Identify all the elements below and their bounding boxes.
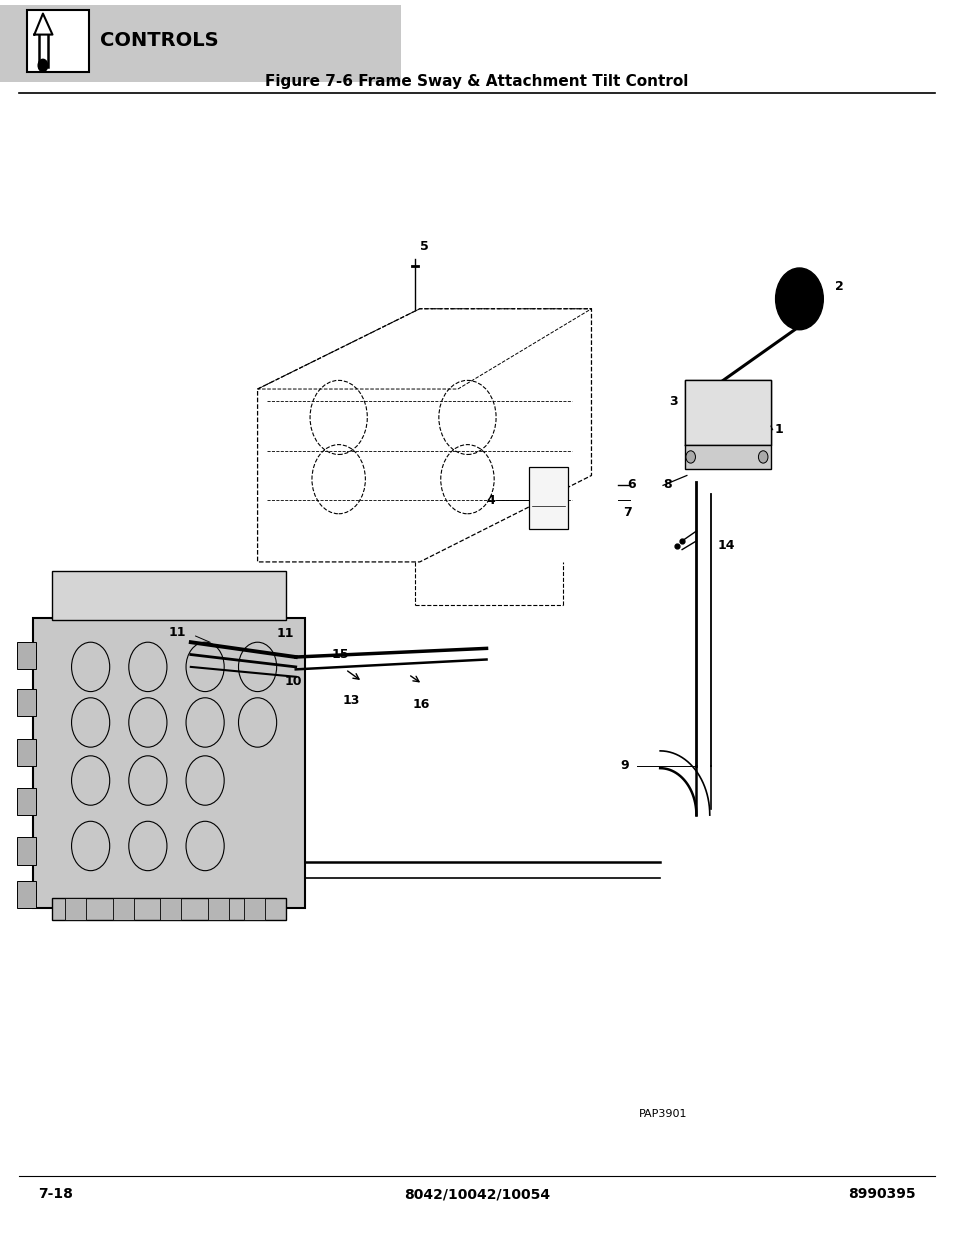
Text: 4: 4 bbox=[486, 494, 495, 506]
Text: 8: 8 bbox=[662, 478, 671, 490]
Bar bbox=[17, 881, 36, 908]
Text: 11: 11 bbox=[169, 626, 186, 638]
Circle shape bbox=[775, 268, 822, 330]
Text: 3: 3 bbox=[668, 395, 677, 408]
Text: PAP3901: PAP3901 bbox=[639, 1109, 686, 1119]
Text: 1: 1 bbox=[774, 424, 782, 436]
Text: 13: 13 bbox=[342, 694, 359, 708]
Bar bbox=[208, 898, 229, 920]
Bar bbox=[17, 642, 36, 669]
Bar bbox=[529, 467, 567, 529]
Bar bbox=[684, 380, 770, 445]
Bar bbox=[65, 898, 86, 920]
Bar bbox=[0, 5, 400, 82]
Text: 7-18: 7-18 bbox=[38, 1187, 73, 1202]
Text: 9: 9 bbox=[619, 760, 628, 772]
Text: CONTROLS: CONTROLS bbox=[100, 31, 218, 51]
Circle shape bbox=[38, 59, 48, 72]
Text: 6: 6 bbox=[627, 478, 636, 490]
Text: 7: 7 bbox=[622, 506, 631, 519]
Bar bbox=[112, 898, 133, 920]
Circle shape bbox=[685, 451, 695, 463]
Bar bbox=[52, 571, 286, 620]
Bar bbox=[52, 898, 286, 920]
Text: 8990395: 8990395 bbox=[847, 1187, 915, 1202]
Text: 2: 2 bbox=[834, 280, 842, 293]
Text: 5: 5 bbox=[419, 240, 428, 253]
Text: 16: 16 bbox=[412, 698, 429, 711]
Bar bbox=[17, 739, 36, 766]
Text: 11: 11 bbox=[276, 626, 294, 640]
Text: 10: 10 bbox=[284, 676, 301, 688]
Bar bbox=[33, 618, 305, 908]
Circle shape bbox=[758, 451, 767, 463]
Bar bbox=[17, 837, 36, 864]
Bar bbox=[27, 10, 89, 72]
Bar bbox=[684, 445, 770, 469]
Bar bbox=[244, 898, 265, 920]
Text: 8042/10042/10054: 8042/10042/10054 bbox=[403, 1187, 550, 1202]
Bar bbox=[17, 689, 36, 716]
Text: 12: 12 bbox=[225, 899, 242, 913]
Bar bbox=[17, 788, 36, 815]
Text: 14: 14 bbox=[717, 540, 734, 552]
Text: 15: 15 bbox=[332, 647, 349, 661]
Bar bbox=[160, 898, 181, 920]
Text: Figure 7-6 Frame Sway & Attachment Tilt Control: Figure 7-6 Frame Sway & Attachment Tilt … bbox=[265, 74, 688, 89]
